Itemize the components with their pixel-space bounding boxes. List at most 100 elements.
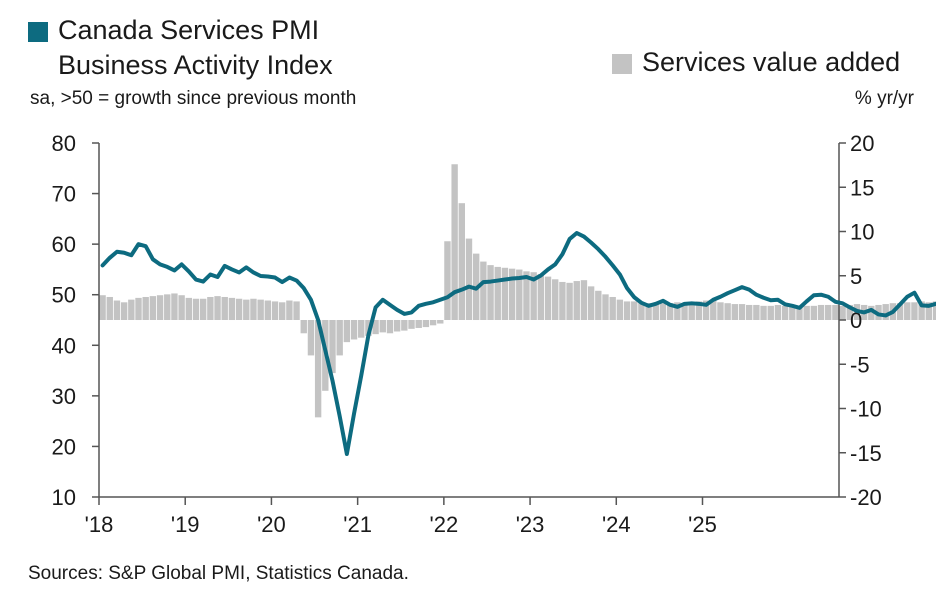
value-added-bar <box>279 302 286 320</box>
value-added-bar <box>638 302 645 320</box>
value-added-bar <box>580 280 588 320</box>
pmi-point <box>165 265 169 269</box>
left-tick-label: 30 <box>52 384 76 409</box>
value-added-bar <box>358 320 365 338</box>
value-added-bar <box>171 293 178 320</box>
pmi-point <box>172 268 177 273</box>
pmi-point <box>826 295 830 299</box>
pmi-point <box>726 291 730 295</box>
services-value-added-legend-swatch <box>612 54 632 74</box>
pmi-point <box>553 262 557 266</box>
value-added-bar <box>781 305 789 320</box>
value-added-bar <box>602 294 609 320</box>
value-added-bar <box>408 320 415 329</box>
value-added-bar <box>710 299 717 320</box>
value-added-bar <box>350 320 358 340</box>
pmi-point <box>625 286 629 290</box>
pmi-point <box>417 304 421 308</box>
value-added-bar <box>501 267 509 320</box>
pmi-point <box>647 304 651 308</box>
pmi-point <box>920 303 924 307</box>
value-added-bar <box>120 302 128 320</box>
value-added-bar <box>300 320 307 334</box>
left-tick-label: 60 <box>52 232 76 257</box>
value-added-bar <box>422 320 430 328</box>
value-added-bar <box>307 320 315 356</box>
value-added-bar <box>918 301 925 320</box>
x-tick-label: '22 <box>430 512 459 537</box>
right-tick-label: 15 <box>850 175 874 200</box>
value-added-bar <box>652 303 659 320</box>
value-added-bar <box>659 303 667 320</box>
value-added-bar <box>724 303 731 320</box>
value-added-bar <box>868 305 875 320</box>
value-added-bar <box>142 296 149 320</box>
value-added-bar <box>214 296 221 320</box>
value-added-bar <box>760 305 767 320</box>
value-added-bar <box>149 296 157 320</box>
pmi-point <box>481 280 485 284</box>
pmi-point <box>539 273 543 278</box>
value-added-bar <box>235 298 243 320</box>
right-tick-label: 10 <box>850 220 874 245</box>
value-added-bar <box>207 296 214 320</box>
value-added-bar <box>825 304 832 320</box>
value-added-bar <box>717 302 724 320</box>
pmi-point <box>776 298 780 302</box>
value-added-bar <box>243 299 250 320</box>
pmi-point <box>488 279 493 284</box>
pmi-point <box>912 291 917 295</box>
value-added-bar <box>523 271 530 320</box>
x-tick-label: '18 <box>85 512 114 537</box>
value-added-bar <box>587 286 595 320</box>
pmi-point <box>244 265 248 270</box>
pmi-point <box>388 303 392 307</box>
services-value-added-legend-label: Services value added <box>642 47 901 77</box>
pmi-point <box>129 253 133 257</box>
value-added-bar <box>573 281 580 320</box>
pmi-point <box>546 267 550 272</box>
left-tick-label: 10 <box>52 485 76 510</box>
value-added-bar <box>401 320 408 331</box>
pmi-point <box>603 255 608 259</box>
pmi-point <box>805 299 809 303</box>
pmi-point <box>733 288 737 292</box>
value-added-bar <box>221 296 228 320</box>
value-added-bar <box>616 299 624 320</box>
pmi-point <box>266 274 270 279</box>
value-added-bar <box>702 300 710 320</box>
pmi-point <box>891 310 895 314</box>
pmi-point <box>280 280 284 284</box>
pmi-point <box>524 275 529 279</box>
value-added-bar <box>846 304 853 320</box>
pmi-point <box>718 295 723 299</box>
value-added-bar <box>106 296 113 320</box>
pmi-point <box>108 256 112 260</box>
pmi-point <box>151 257 155 261</box>
pmi-point <box>352 411 356 416</box>
value-added-bar <box>595 290 602 320</box>
pmi-point <box>697 302 701 306</box>
value-added-bar <box>932 301 936 320</box>
value-added-bar <box>508 268 516 320</box>
value-added-bar <box>911 302 918 320</box>
pmi-point <box>158 262 162 266</box>
value-added-bar <box>796 306 803 320</box>
pmi-point <box>927 304 931 308</box>
value-added-bar <box>789 306 796 320</box>
value-added-bar <box>530 272 537 320</box>
pmi-point <box>589 241 593 245</box>
value-added-bar <box>185 297 192 321</box>
value-added-bar <box>552 279 559 320</box>
value-added-bar <box>832 304 839 320</box>
pmi-point <box>460 288 464 292</box>
pmi-point <box>330 379 335 383</box>
pmi-point <box>251 270 256 275</box>
value-added-bar <box>925 302 932 320</box>
pmi-point <box>338 414 342 418</box>
pmi-point <box>223 264 227 268</box>
pmi-point <box>661 299 665 303</box>
pmi-point <box>840 301 845 305</box>
pmi-point <box>187 269 191 274</box>
left-tick-label: 80 <box>52 131 76 156</box>
